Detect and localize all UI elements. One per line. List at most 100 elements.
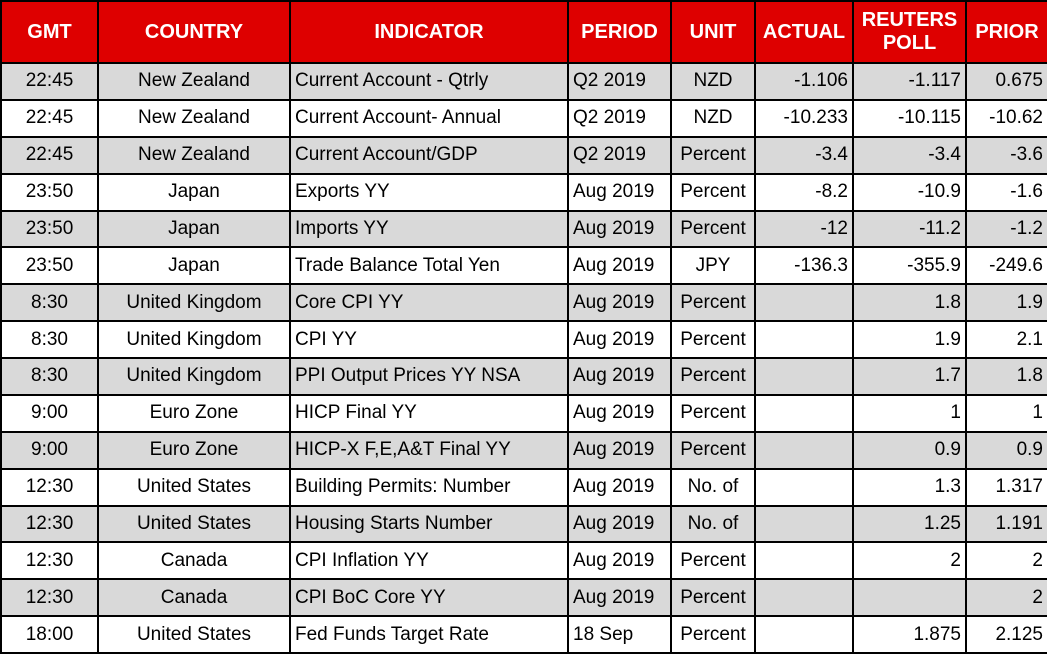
cell-prior: 1.8 xyxy=(965,357,1047,396)
cell-actual xyxy=(754,430,854,470)
cell-reuters-poll: 1.8 xyxy=(852,283,967,323)
cell-unit: Percent xyxy=(670,615,756,654)
table-row: 12:30 United States Building Permits: Nu… xyxy=(0,467,1047,507)
cell-indicator: Imports YY xyxy=(289,209,569,249)
cell-actual xyxy=(754,578,854,618)
cell-period: Aug 2019 xyxy=(567,357,672,396)
cell-country: United States xyxy=(97,467,291,507)
cell-reuters-poll: -10.115 xyxy=(852,98,967,138)
cell-unit: No. of xyxy=(670,467,756,507)
table-row: 9:00 Euro Zone HICP-X F,E,A&T Final YY A… xyxy=(0,430,1047,470)
cell-unit: Percent xyxy=(670,357,756,396)
table-row: 22:45 New Zealand Current Account- Annua… xyxy=(0,98,1047,138)
cell-reuters-poll: 1.875 xyxy=(852,615,967,654)
cell-indicator: PPI Output Prices YY NSA xyxy=(289,357,569,396)
cell-gmt: 8:30 xyxy=(0,357,99,396)
cell-indicator: CPI YY xyxy=(289,320,569,359)
cell-country: New Zealand xyxy=(97,98,291,138)
cell-period: Aug 2019 xyxy=(567,430,672,470)
cell-actual: -3.4 xyxy=(754,135,854,175)
cell-prior: 1.191 xyxy=(965,504,1047,544)
cell-reuters-poll: -11.2 xyxy=(852,209,967,249)
cell-actual xyxy=(754,615,854,654)
cell-gmt: 23:50 xyxy=(0,209,99,249)
cell-prior: -10.62 xyxy=(965,98,1047,138)
cell-prior: -249.6 xyxy=(965,246,1047,286)
cell-country: United Kingdom xyxy=(97,283,291,323)
cell-indicator: Building Permits: Number xyxy=(289,467,569,507)
table-body: 22:45 New Zealand Current Account - Qtrl… xyxy=(0,62,1047,654)
cell-country: Euro Zone xyxy=(97,393,291,433)
column-header-country: COUNTRY xyxy=(97,0,291,64)
cell-country: United Kingdom xyxy=(97,320,291,359)
cell-actual xyxy=(754,320,854,359)
cell-prior: 1 xyxy=(965,393,1047,433)
cell-period: Aug 2019 xyxy=(567,246,672,286)
cell-prior: 1.9 xyxy=(965,283,1047,323)
cell-prior: 0.9 xyxy=(965,430,1047,470)
cell-indicator: Trade Balance Total Yen xyxy=(289,246,569,286)
cell-prior: 2.125 xyxy=(965,615,1047,654)
cell-reuters-poll: 1.7 xyxy=(852,357,967,396)
cell-unit: Percent xyxy=(670,283,756,323)
cell-country: United Kingdom xyxy=(97,357,291,396)
cell-country: New Zealand xyxy=(97,135,291,175)
table-header: GMT COUNTRY INDICATOR PERIOD UNIT ACTUAL REUTE… xyxy=(0,0,1047,64)
cell-unit: Percent xyxy=(670,209,756,249)
cell-prior: 1.317 xyxy=(965,467,1047,507)
table-row: 23:50 Japan Exports YY Aug 2019 Percent … xyxy=(0,172,1047,212)
cell-gmt: 9:00 xyxy=(0,430,99,470)
column-header-gmt: GMT xyxy=(0,0,99,64)
cell-reuters-poll: -1.117 xyxy=(852,62,967,101)
cell-unit: Percent xyxy=(670,135,756,175)
cell-gmt: 22:45 xyxy=(0,62,99,101)
table-row: 12:30 United States Housing Starts Numbe… xyxy=(0,504,1047,544)
header-row: GMT COUNTRY INDICATOR PERIOD UNIT ACTUAL REUTE… xyxy=(0,0,1047,64)
cell-reuters-poll: -10.9 xyxy=(852,172,967,212)
cell-gmt: 22:45 xyxy=(0,135,99,175)
table-row: 8:30 United Kingdom CPI YY Aug 2019 Perc… xyxy=(0,320,1047,359)
table-row: 23:50 Japan Imports YY Aug 2019 Percent … xyxy=(0,209,1047,249)
table-row: 22:45 New Zealand Current Account - Qtrl… xyxy=(0,62,1047,101)
cell-period: Q2 2019 xyxy=(567,98,672,138)
cell-reuters-poll: 1.25 xyxy=(852,504,967,544)
cell-gmt: 12:30 xyxy=(0,541,99,581)
cell-actual xyxy=(754,504,854,544)
column-header-prior: PRIOR xyxy=(965,0,1047,64)
cell-actual xyxy=(754,467,854,507)
cell-prior: 0.675 xyxy=(965,62,1047,101)
cell-period: Aug 2019 xyxy=(567,578,672,618)
cell-prior: 2.1 xyxy=(965,320,1047,359)
cell-prior: -3.6 xyxy=(965,135,1047,175)
cell-indicator: HICP-X F,E,A&T Final YY xyxy=(289,430,569,470)
table-row: 22:45 New Zealand Current Account/GDP Q2… xyxy=(0,135,1047,175)
cell-unit: NZD xyxy=(670,98,756,138)
cell-unit: Percent xyxy=(670,320,756,359)
cell-period: Aug 2019 xyxy=(567,504,672,544)
cell-reuters-poll: -355.9 xyxy=(852,246,967,286)
cell-actual: -1.106 xyxy=(754,62,854,101)
cell-unit: No. of xyxy=(670,504,756,544)
cell-unit: JPY xyxy=(670,246,756,286)
column-header-period: PERIOD xyxy=(567,0,672,64)
cell-gmt: 8:30 xyxy=(0,320,99,359)
table-row: 9:00 Euro Zone HICP Final YY Aug 2019 Pe… xyxy=(0,393,1047,433)
cell-actual: -8.2 xyxy=(754,172,854,212)
cell-indicator: Current Account - Qtrly xyxy=(289,62,569,101)
cell-period: Q2 2019 xyxy=(567,62,672,101)
cell-period: Aug 2019 xyxy=(567,209,672,249)
cell-prior: -1.6 xyxy=(965,172,1047,212)
cell-period: Aug 2019 xyxy=(567,172,672,212)
cell-period: Aug 2019 xyxy=(567,541,672,581)
cell-period: Aug 2019 xyxy=(567,320,672,359)
cell-reuters-poll: -3.4 xyxy=(852,135,967,175)
cell-unit: NZD xyxy=(670,62,756,101)
cell-gmt: 12:30 xyxy=(0,578,99,618)
cell-reuters-poll: 2 xyxy=(852,541,967,581)
cell-reuters-poll: 0.9 xyxy=(852,430,967,470)
cell-gmt: 23:50 xyxy=(0,246,99,286)
cell-period: 18 Sep xyxy=(567,615,672,654)
cell-indicator: Fed Funds Target Rate xyxy=(289,615,569,654)
cell-unit: Percent xyxy=(670,393,756,433)
